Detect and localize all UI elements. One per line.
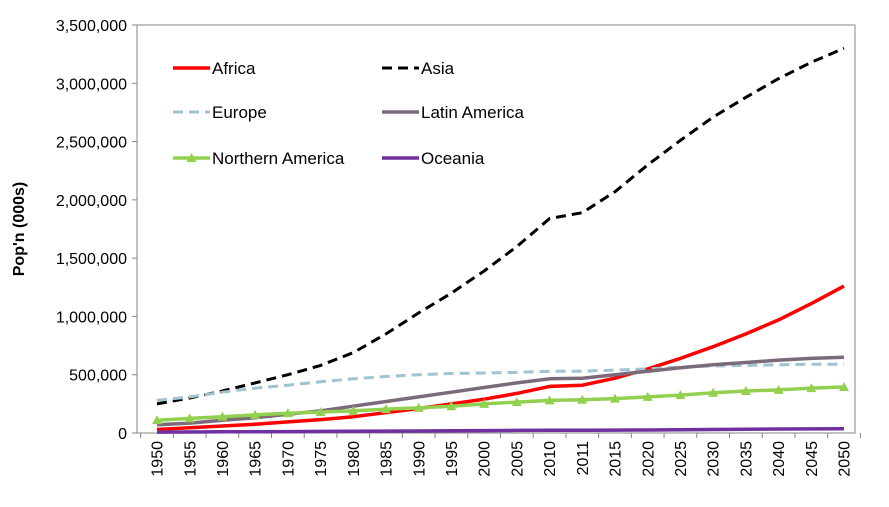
data-point-marker	[806, 383, 817, 393]
legend-item-latin-america: Latin America	[382, 103, 525, 122]
series-oceania	[156, 427, 845, 434]
series-line-northern-america	[156, 385, 845, 422]
series-latin-america	[156, 355, 845, 427]
legend-label: Northern America	[212, 149, 345, 168]
x-tick-label: 2011	[575, 441, 592, 476]
data-point-marker	[839, 381, 849, 391]
legend-marker	[186, 153, 197, 162]
series-line-latin-america	[156, 355, 845, 427]
x-tick-label: 1960	[215, 441, 232, 477]
plot-frame	[136, 24, 856, 434]
x-tick-label: 2025	[673, 441, 690, 477]
series-line-africa	[156, 284, 845, 432]
x-tick-label: 2000	[477, 441, 494, 477]
data-point-marker	[446, 401, 457, 411]
data-point-marker	[152, 415, 162, 425]
data-point-marker	[282, 408, 293, 418]
series-line-oceania	[156, 427, 845, 434]
legend-item-africa: Africa	[173, 59, 256, 78]
data-point-marker	[479, 398, 490, 408]
legend-item-oceania: Oceania	[382, 149, 485, 168]
x-axis: 1950 1955 1960 1965 1970 1975 1980 1985 1990 1995…	[140, 433, 861, 477]
legend-label: Asia	[421, 59, 455, 78]
y-tick-label: 3,000,000	[56, 76, 127, 93]
plot-area	[136, 24, 856, 434]
x-tick-label: 1950	[150, 441, 167, 477]
series-layer	[152, 46, 849, 434]
x-tick-label: 1990	[411, 441, 428, 477]
data-point-marker	[773, 384, 784, 394]
data-point-marker	[544, 395, 555, 405]
data-point-marker	[348, 405, 359, 415]
y-tick-label: 2,500,000	[56, 135, 127, 152]
data-point-marker	[315, 407, 326, 417]
series-northern-america	[152, 381, 849, 425]
x-tick-label: 1955	[182, 441, 199, 477]
data-point-marker	[642, 391, 653, 401]
legend-label: Africa	[212, 59, 256, 78]
x-tick-label: 1965	[248, 441, 265, 477]
x-tick-label: 1995	[444, 441, 461, 477]
x-tick-label: 2015	[608, 441, 625, 477]
series-africa	[156, 284, 845, 432]
data-point-marker	[610, 393, 620, 403]
y-tick-label: 3,500,000	[56, 18, 127, 35]
y-tick-label: 500,000	[69, 368, 127, 385]
legend-item-europe: Europe	[173, 103, 267, 122]
legend-label: Europe	[212, 103, 267, 122]
x-tick-label: 2050	[837, 441, 854, 477]
x-tick-label: 2030	[706, 441, 723, 477]
data-point-marker	[511, 397, 522, 407]
x-tick-label: 2035	[738, 441, 755, 477]
y-axis: 0 500,000 1,000,000 1,500,000 2,000,000 2,500…	[56, 18, 137, 443]
series-asia	[156, 46, 845, 406]
x-tick-label: 1980	[346, 441, 363, 477]
data-point-marker	[675, 390, 686, 400]
x-tick-label: 2020	[640, 441, 657, 477]
series-europe	[156, 362, 844, 402]
data-point-marker	[184, 413, 195, 423]
data-point-marker	[577, 394, 588, 404]
x-tick-label: 2045	[804, 441, 821, 477]
legend-item-asia: Asia	[382, 59, 455, 78]
data-point-marker	[413, 402, 424, 412]
legend: Africa Asia Europe Latin America Northern Am…	[173, 59, 525, 168]
x-tick-label: 1975	[313, 441, 330, 477]
series-line-asia	[156, 46, 845, 406]
series-line-europe	[156, 362, 844, 402]
x-tick-label: 1985	[379, 441, 396, 477]
data-point-marker	[740, 386, 751, 396]
x-tick-label: 1970	[280, 441, 297, 477]
x-tick-label: 2010	[542, 441, 559, 477]
x-tick-label: 2005	[509, 441, 526, 477]
legend-item-northern-america: Northern America	[173, 149, 345, 168]
y-axis-title: Pop'n (000s)	[11, 182, 28, 277]
legend-label: Oceania	[421, 149, 485, 168]
data-point-marker	[708, 387, 719, 397]
x-tick-label: 2040	[771, 441, 788, 477]
y-tick-label: 1,500,000	[56, 251, 127, 268]
data-point-marker	[250, 409, 261, 419]
legend-label: Latin America	[421, 103, 525, 122]
data-point-marker	[381, 404, 391, 414]
y-tick-label: 0	[118, 426, 127, 443]
y-tick-label: 1,000,000	[56, 309, 127, 326]
data-point-marker	[217, 411, 228, 421]
y-tick-label: 2,000,000	[56, 193, 127, 210]
